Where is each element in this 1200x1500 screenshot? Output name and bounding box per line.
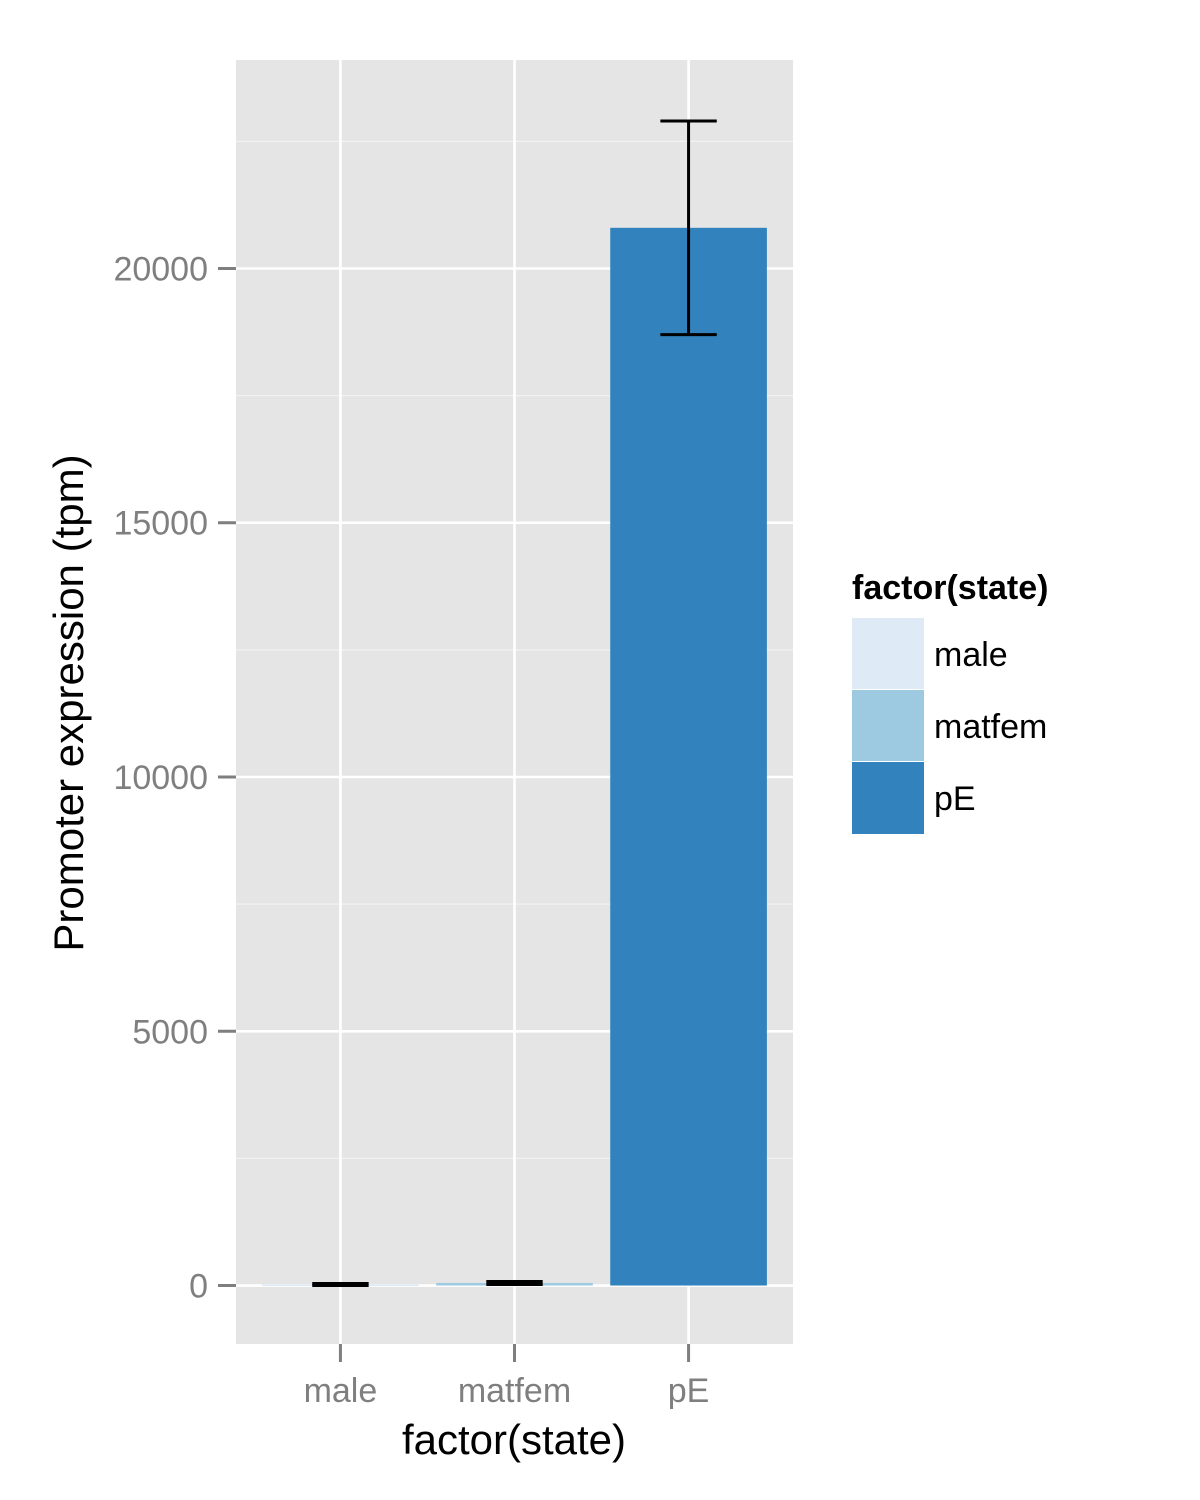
y-tick-label: 10000 — [113, 759, 208, 797]
y-tick-label: 5000 — [132, 1013, 208, 1051]
bars — [262, 227, 767, 1287]
error-bars — [312, 119, 717, 1288]
legend-swatch-pE — [852, 762, 924, 834]
y-tick-label: 15000 — [113, 505, 208, 543]
legend: factor(state) male matfem pE — [851, 569, 1048, 835]
x-axis-title: factor(state) — [402, 1416, 626, 1463]
y-axis-title: Promoter expression (tpm) — [45, 454, 92, 951]
legend-label-male: male — [934, 636, 1008, 674]
y-tick-label: 20000 — [113, 250, 208, 288]
legend-swatch-male — [852, 618, 924, 690]
bar-pE — [610, 227, 767, 1286]
y-axis: 0 5000 10000 15000 20000 — [113, 250, 236, 1306]
y-tick-label: 0 — [189, 1268, 208, 1306]
legend-title: factor(state) — [852, 569, 1048, 607]
legend-label-matfem: matfem — [934, 708, 1047, 746]
legend-label-pE: pE — [934, 780, 976, 818]
x-tick-label: pE — [668, 1372, 710, 1410]
x-tick-label: male — [304, 1372, 378, 1410]
x-axis: male matfem pE — [304, 1344, 710, 1410]
x-tick-label: matfem — [458, 1372, 571, 1410]
legend-swatch-matfem — [852, 690, 924, 762]
legend-entries: male matfem pE — [851, 617, 1047, 835]
